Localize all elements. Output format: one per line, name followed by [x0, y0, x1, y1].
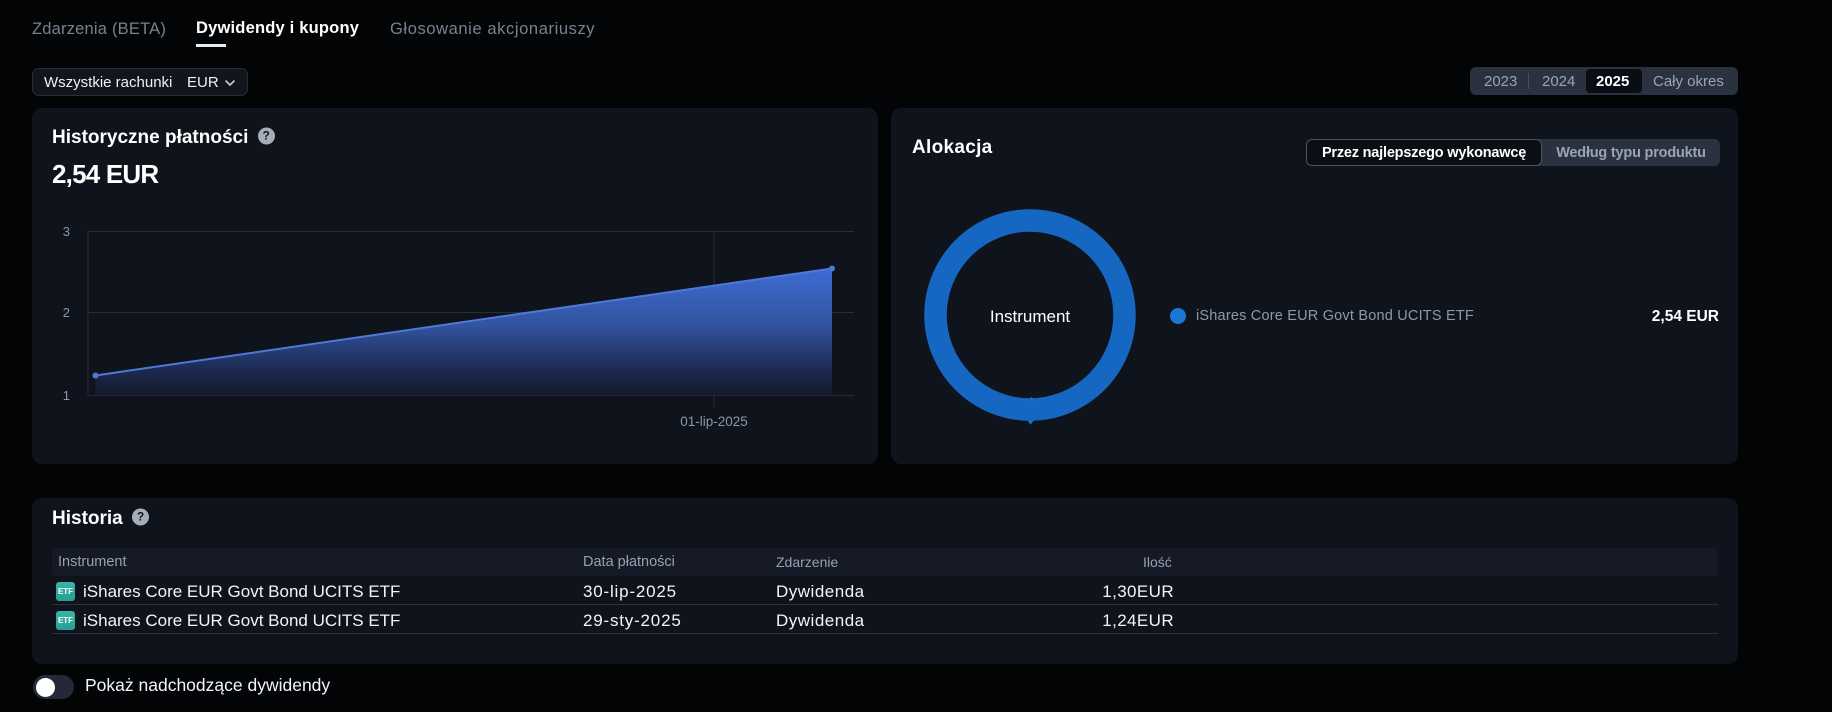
svg-text:1: 1	[63, 388, 70, 403]
svg-text:01-lip-2025: 01-lip-2025	[680, 414, 748, 429]
svg-text:2: 2	[63, 305, 70, 320]
svg-text:3: 3	[63, 224, 70, 239]
